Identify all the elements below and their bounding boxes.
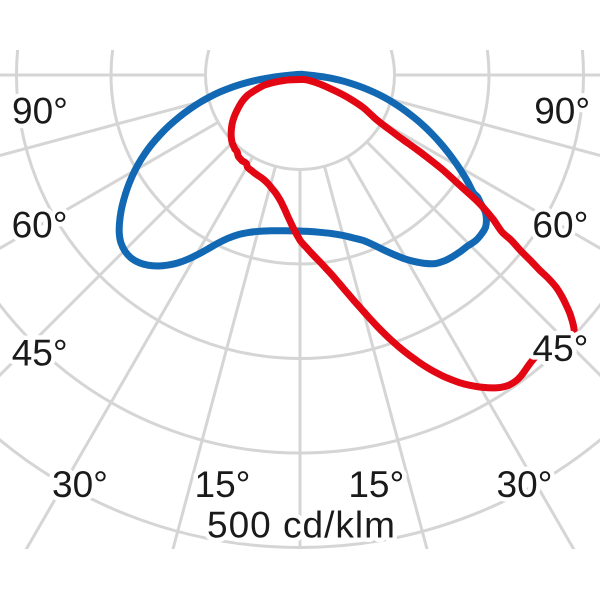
svg-text:90°: 90° bbox=[12, 91, 68, 132]
svg-text:60°: 60° bbox=[532, 205, 588, 246]
svg-text:30°: 30° bbox=[52, 464, 108, 505]
svg-text:30°: 30° bbox=[497, 464, 553, 505]
svg-text:15°: 15° bbox=[195, 464, 251, 505]
svg-text:45°: 45° bbox=[533, 328, 589, 369]
svg-text:90°: 90° bbox=[534, 91, 590, 132]
svg-text:500 cd/klm: 500 cd/klm bbox=[207, 505, 396, 546]
svg-text:45°: 45° bbox=[12, 333, 68, 374]
svg-text:60°: 60° bbox=[12, 205, 68, 246]
svg-text:15°: 15° bbox=[348, 464, 404, 505]
